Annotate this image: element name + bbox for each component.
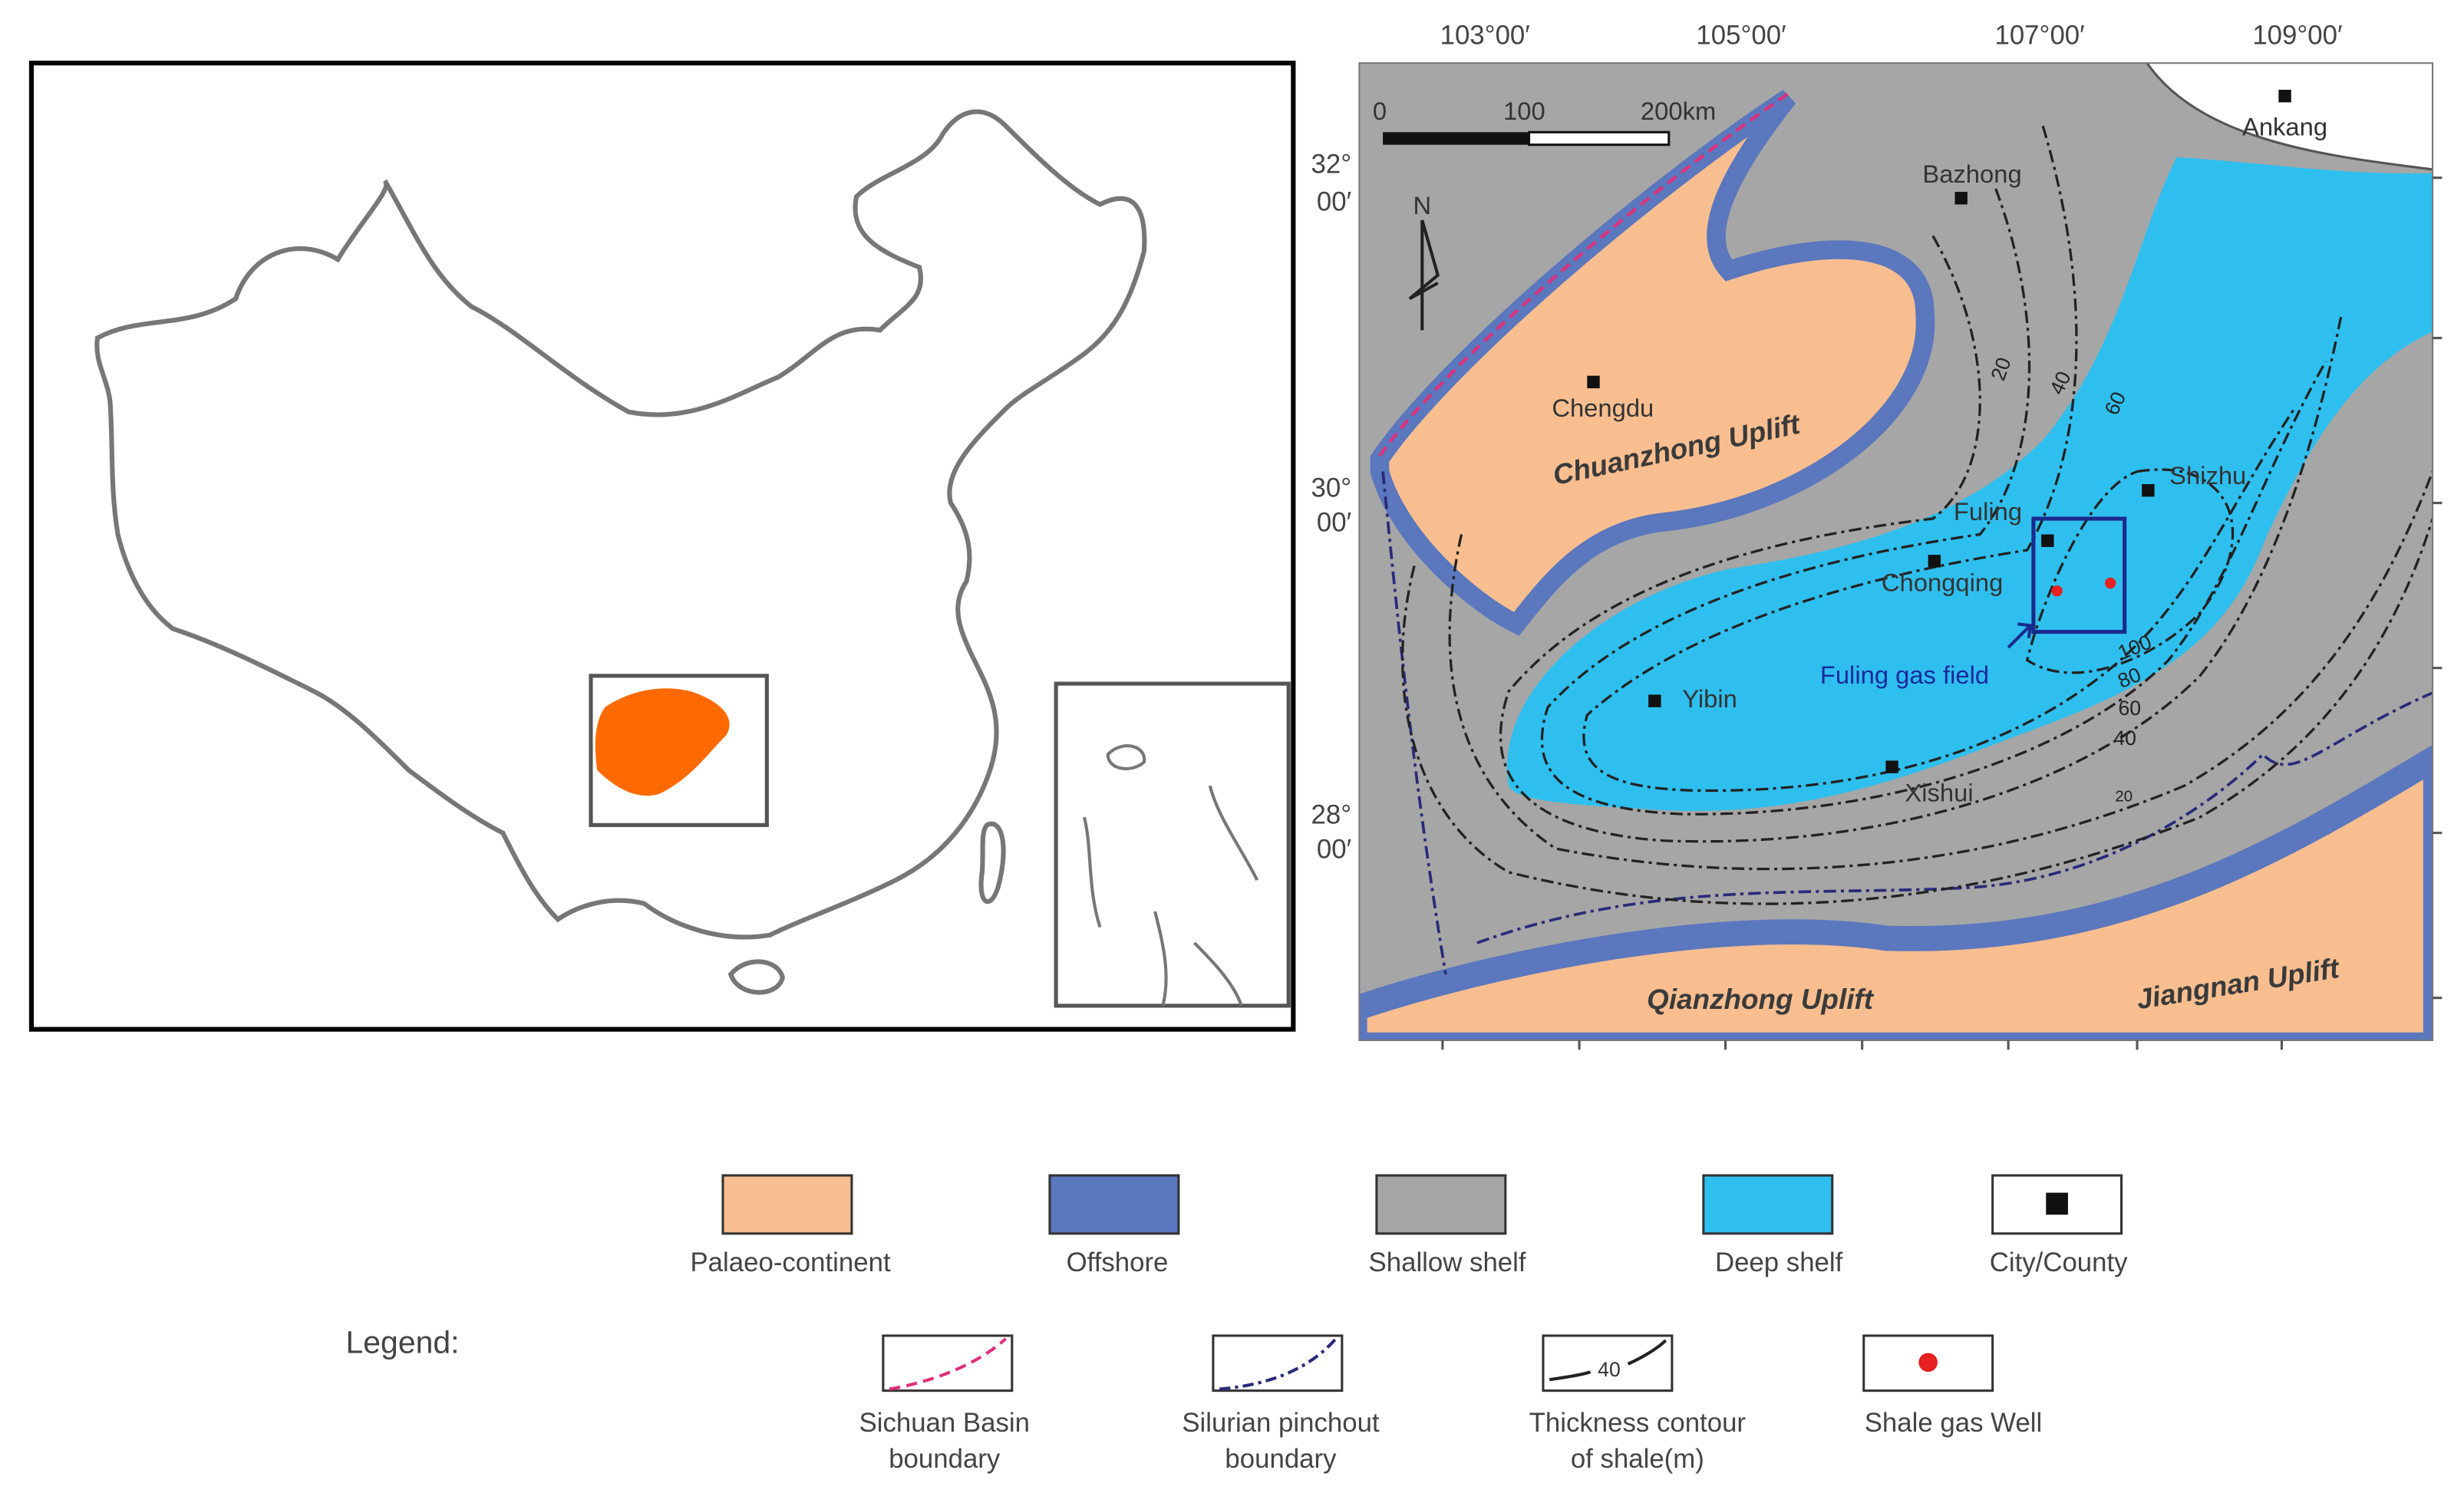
scale-label: 200km	[1641, 97, 1716, 125]
legend-title: Legend:	[346, 1324, 460, 1360]
basin-boundary	[1378, 90, 1793, 457]
latitude-label: 30°	[1311, 473, 1352, 503]
legend-label: Palaeo-continent	[690, 1247, 890, 1277]
legend-swatch	[882, 1334, 1014, 1392]
contour-line	[1499, 235, 2343, 843]
legend-label: Sichuan Basin	[859, 1408, 1030, 1438]
latitude-label: 00′	[1317, 507, 1351, 537]
city-marker	[2142, 484, 2155, 497]
longitude-label: 107°00′	[1994, 21, 2084, 51]
legend-label: City/County	[1990, 1247, 2128, 1277]
city-marker	[1885, 760, 1898, 773]
hainan-outline	[727, 959, 785, 995]
city-markers	[1587, 90, 2291, 773]
legend-label: Thickness contour	[1529, 1408, 1747, 1438]
south-sea-inset	[1054, 681, 1291, 1008]
legend-label: Silurian pinchout	[1182, 1408, 1380, 1438]
city-label: Yibin	[1682, 684, 1737, 713]
legend-well-marker	[1918, 1353, 1938, 1373]
city-marker	[1648, 694, 1661, 707]
latitude-label: 00′	[1317, 187, 1351, 217]
contour-label: 20	[2115, 788, 2132, 806]
region-label: Qianzhong Uplift	[1647, 984, 1875, 1015]
pinchout-boundary	[1381, 471, 2433, 975]
gas-field-label: Fuling gas field	[1820, 661, 1989, 689]
city-marker	[1954, 192, 1968, 205]
city-marker	[1587, 375, 1600, 389]
legend-line	[889, 1337, 1007, 1391]
contour-line	[1448, 471, 2433, 871]
inset-outlines	[1083, 744, 1259, 1007]
chuanzhong-uplift	[1370, 89, 1935, 636]
taiwan-outline	[978, 821, 1006, 905]
latitude-label: 00′	[1317, 834, 1351, 864]
latitude-label: 32°	[1311, 150, 1352, 180]
north-label: N	[1413, 191, 1431, 219]
contour-label: 60	[2118, 697, 2141, 720]
city-marker	[1928, 555, 1941, 568]
gas-field-box	[2031, 516, 2127, 634]
legend-label: Deep shelf	[1715, 1247, 1843, 1277]
city-label: Fuling	[1954, 497, 2022, 526]
city-label: Shizhu	[2169, 461, 2246, 489]
city-marker	[2041, 534, 2054, 547]
legend-swatch	[1375, 1174, 1507, 1235]
legend-label: boundary	[1225, 1444, 1337, 1474]
shale-gas-well	[2105, 577, 2116, 589]
legend-swatch-text: 40	[1598, 1358, 1621, 1381]
graticule-ticks	[1441, 176, 2443, 1050]
legend-swatch	[1542, 1334, 1674, 1392]
scale-bar-white	[1528, 130, 1671, 147]
scale-label: 0	[1373, 97, 1387, 125]
north-arrow	[1408, 219, 1440, 331]
scale-label: 100	[1503, 97, 1545, 125]
longitude-label: 105°00′	[1696, 21, 1786, 51]
legend: Legend: Palaeo-continent Offshore Shallo…	[346, 1174, 2128, 1474]
legend-label: Offshore	[1067, 1247, 1169, 1277]
study-area-box	[589, 674, 769, 827]
latitude-label: 28°	[1311, 799, 1352, 829]
legend-label: Shallow shelf	[1369, 1247, 1526, 1277]
southern-uplift	[1359, 744, 2433, 1040]
city-marker	[2278, 90, 2291, 103]
map-frame	[1358, 62, 2434, 1041]
longitude-label: 109°00′	[2252, 21, 2342, 51]
deep-shelf	[1507, 157, 2433, 811]
legend-label: of shale(m)	[1571, 1444, 1704, 1474]
ankang-area	[2146, 63, 2433, 171]
legend-swatch	[1212, 1334, 1344, 1392]
contour-line	[1540, 188, 2327, 816]
longitude-label: 103°00′	[1440, 21, 1530, 51]
legend-line	[1549, 1339, 1667, 1382]
scale-bar-black	[1383, 132, 1529, 145]
city-label: Chengdu	[1552, 394, 1654, 422]
legend-swatch	[1702, 1174, 1834, 1235]
legend-city-marker	[2046, 1192, 2068, 1215]
contour-line	[1401, 518, 2433, 905]
city-label: Bazhong	[1922, 160, 2021, 188]
china-outline	[94, 109, 1147, 940]
legend-swatch	[721, 1174, 853, 1235]
city-label: Ankang	[2242, 112, 2327, 140]
shale-gas-well	[2051, 585, 2063, 597]
sichuan-basin	[595, 688, 730, 796]
study-map	[1359, 63, 2433, 1040]
city-label: Xishui	[1905, 779, 1973, 807]
legend-label: boundary	[889, 1444, 1001, 1474]
legend-label: Shale gas Well	[1865, 1408, 2042, 1438]
contour-label: 40	[2113, 727, 2136, 750]
china-panel	[28, 61, 1296, 1032]
contour-line	[2025, 468, 2235, 674]
legend-swatch	[1048, 1174, 1180, 1235]
gas-field-arrow	[2007, 622, 2033, 649]
contour-line	[1582, 125, 2296, 793]
city-label: Chongqing	[1882, 568, 2003, 596]
